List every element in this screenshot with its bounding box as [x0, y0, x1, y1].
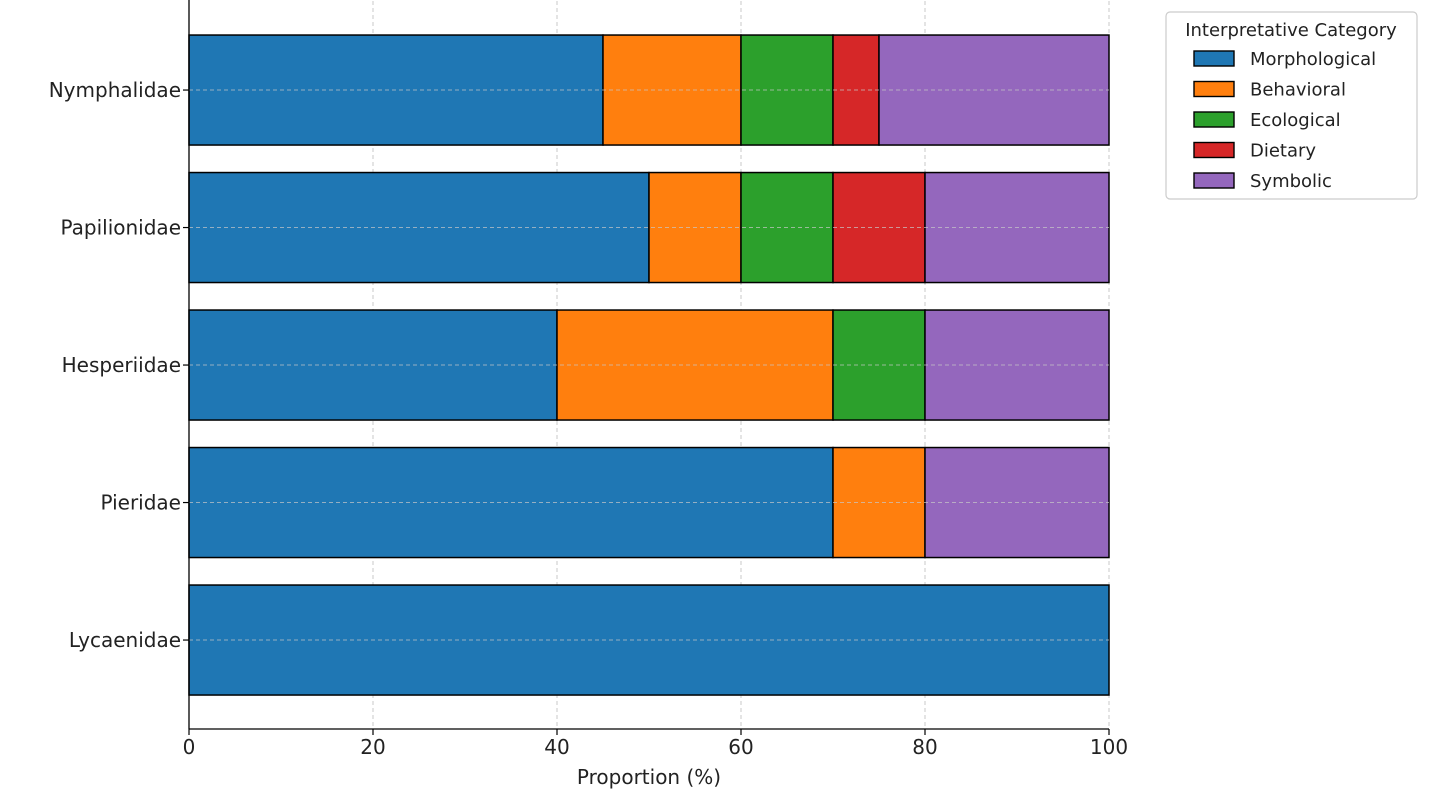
x-axis-label: Proportion (%)	[577, 765, 721, 789]
legend-swatch-behavioral	[1193, 80, 1235, 98]
x-tick-label: 60	[728, 735, 753, 759]
x-tick-label: 40	[544, 735, 569, 759]
y-tick-label: Hesperiidae	[62, 353, 181, 377]
legend-label-morphological: Morphological	[1250, 49, 1376, 70]
y-tick-label: Pieridae	[100, 491, 181, 515]
bar-morphological-lycaenidae	[188, 584, 1110, 696]
x-tick-label: 100	[1090, 735, 1128, 759]
x-tick-label: 80	[912, 735, 937, 759]
legend: Interpretative Category Morphological Beh…	[1165, 11, 1418, 200]
y-tick-label: Nymphalidae	[49, 78, 181, 102]
legend-swatch-symbolic	[1193, 172, 1235, 189]
legend-swatch-morphological	[1193, 50, 1235, 67]
legend-label-dietary: Dietary	[1250, 141, 1316, 162]
legend-swatch-ecological	[1193, 111, 1235, 128]
y-ticks: Lycaenidae Pieridae Hesperiidae Papilionida…	[49, 78, 189, 652]
x-tick-label: 0	[183, 735, 196, 759]
y-tick-label: Lycaenidae	[69, 628, 181, 652]
bar-morphological-papilionidae	[188, 171, 650, 284]
legend-swatch-dietary	[1193, 141, 1235, 159]
legend-label-ecological: Ecological	[1250, 110, 1341, 131]
bars	[188, 34, 1110, 696]
legend-label-symbolic: Symbolic	[1250, 171, 1332, 192]
x-tick-label: 20	[360, 735, 385, 759]
y-tick-label: Papilionidae	[60, 216, 181, 240]
grid-horizontal	[189, 89, 1109, 641]
legend-label-behavioral: Behavioral	[1250, 80, 1346, 101]
legend-title: Interpretative Category	[1185, 20, 1397, 41]
x-ticks: 0 20 40 60 80 100	[183, 729, 1128, 759]
